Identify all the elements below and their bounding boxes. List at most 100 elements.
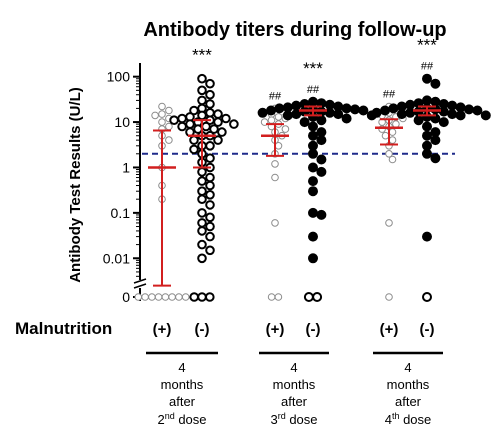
axis-break-mark <box>133 278 147 284</box>
y-axis-label: Antibody Test Results (U/L) <box>67 87 84 283</box>
data-point <box>422 73 432 84</box>
data-point <box>197 186 207 196</box>
data-point <box>308 186 318 197</box>
data-point <box>371 107 382 118</box>
data-point-zero <box>141 293 149 301</box>
data-point <box>209 124 219 134</box>
significance-hash: ## <box>307 84 320 96</box>
group-label-line: months <box>387 377 430 392</box>
data-point <box>430 78 441 89</box>
y-tick-label: 0.1 <box>111 205 131 221</box>
malnutrition-row-label: Malnutrition <box>15 319 112 338</box>
data-point <box>213 135 223 145</box>
data-point <box>197 85 207 96</box>
data-point <box>480 110 491 121</box>
data-point <box>205 212 215 223</box>
data-point <box>392 120 400 128</box>
data-point <box>165 106 173 115</box>
data-point <box>197 95 207 106</box>
group-label-line: after <box>169 394 196 409</box>
data-point <box>205 99 215 109</box>
group-label-line: 4 <box>178 360 185 375</box>
data-point-zero <box>385 293 393 301</box>
data-point-zero <box>168 293 176 301</box>
data-point-zero <box>175 293 183 301</box>
malnutrition-label: (-) <box>420 321 435 338</box>
data-point <box>308 140 318 151</box>
data-point-zero <box>161 293 170 301</box>
data-point <box>229 119 239 129</box>
data-point <box>165 136 173 144</box>
data-point <box>464 104 474 115</box>
group-dose-label: 2nd dose <box>157 411 206 427</box>
data-point <box>350 104 360 115</box>
data-point <box>282 110 293 121</box>
malnutrition-label: (+) <box>153 321 172 338</box>
plot-area: 0.01 0.1 1 10 100 0 (+) *** (-) 4 months after 2nd d… <box>103 36 491 427</box>
data-point <box>422 95 432 106</box>
data-point <box>271 160 279 168</box>
data-point <box>201 121 211 132</box>
data-point <box>197 208 207 218</box>
data-point <box>177 121 187 132</box>
data-point <box>197 194 207 204</box>
data-point-zero <box>181 293 190 301</box>
data-point <box>422 231 432 242</box>
data-point <box>308 253 318 264</box>
data-point <box>341 113 352 124</box>
data-point <box>358 105 369 116</box>
data-point <box>158 110 166 118</box>
data-point <box>267 116 276 124</box>
data-point <box>165 122 173 131</box>
data-point <box>308 207 318 218</box>
data-point <box>447 109 458 120</box>
data-point <box>422 121 432 132</box>
data-point <box>455 110 466 121</box>
group-label-line: 4 <box>404 360 411 375</box>
data-point <box>271 219 279 227</box>
data-point <box>177 113 187 124</box>
data-point <box>430 135 441 146</box>
data-point <box>316 166 327 177</box>
data-point <box>213 109 223 119</box>
data-point <box>197 226 207 236</box>
data-point <box>385 150 393 158</box>
data-point-zero <box>197 292 207 302</box>
data-point <box>388 155 397 164</box>
data-point <box>281 125 290 133</box>
data-point <box>430 127 441 138</box>
data-point <box>189 144 199 155</box>
data-point <box>158 118 166 126</box>
malnutrition-label: (-) <box>195 321 210 338</box>
data-point-zero <box>422 292 432 302</box>
data-point <box>308 130 318 141</box>
data-point-zero <box>267 293 276 301</box>
data-point-zero <box>205 292 215 302</box>
data-point <box>299 117 310 128</box>
data-point <box>205 200 215 210</box>
data-point <box>282 102 293 113</box>
data-point <box>422 140 432 151</box>
malnutrition-label: (+) <box>380 321 399 338</box>
data-point <box>385 219 393 227</box>
data-point <box>324 99 335 110</box>
group-label-line: months <box>161 377 204 392</box>
data-point <box>274 113 283 121</box>
data-point <box>205 221 215 232</box>
significance-stars: *** <box>417 36 437 55</box>
y-tick-label: 0.01 <box>103 250 130 266</box>
data-point <box>158 102 166 111</box>
data-point <box>274 103 285 114</box>
data-point <box>271 173 279 182</box>
data-point <box>447 100 458 111</box>
data-point <box>438 117 449 128</box>
data-point <box>472 105 483 116</box>
data-point <box>205 89 215 100</box>
data-point <box>291 100 302 111</box>
data-point <box>455 102 466 113</box>
data-point <box>422 148 432 159</box>
group-label-line: after <box>395 394 422 409</box>
data-point <box>413 115 424 126</box>
data-point <box>308 148 318 159</box>
